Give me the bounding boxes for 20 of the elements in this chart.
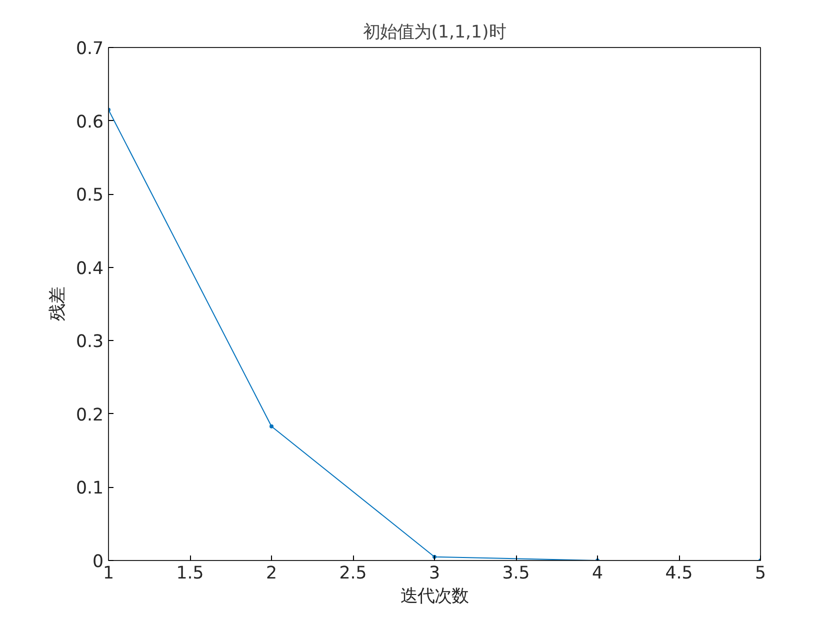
y-tick-label: 0.1 — [76, 478, 104, 499]
x-tick-label: 2 — [266, 564, 278, 584]
x-tick-label: 1.5 — [176, 564, 204, 584]
y-tick-label: 0 — [92, 552, 104, 572]
y-tick-label: 0.2 — [76, 405, 104, 426]
chart-title: 初始值为(1,1,1)时 — [363, 22, 506, 42]
y-tick-label: 0.3 — [76, 332, 104, 352]
y-axis-title: 残差 — [48, 287, 68, 321]
y-tick-label: 0.5 — [76, 186, 104, 206]
y-tick-label: 0.4 — [76, 258, 104, 279]
x-tick-label: 3.5 — [502, 564, 530, 584]
x-tick-label: 2.5 — [339, 564, 367, 584]
x-tick-label: 5 — [754, 564, 766, 584]
x-axis-title: 迭代次数 — [400, 586, 468, 606]
x-tick-label: 3 — [428, 564, 440, 584]
x-tick-label: 4 — [592, 564, 604, 584]
y-tick-label: 0.7 — [76, 39, 104, 59]
x-tick-label: 1 — [102, 564, 114, 584]
y-tick-label: 0.6 — [76, 112, 104, 132]
x-tick-label: 4.5 — [665, 564, 693, 584]
